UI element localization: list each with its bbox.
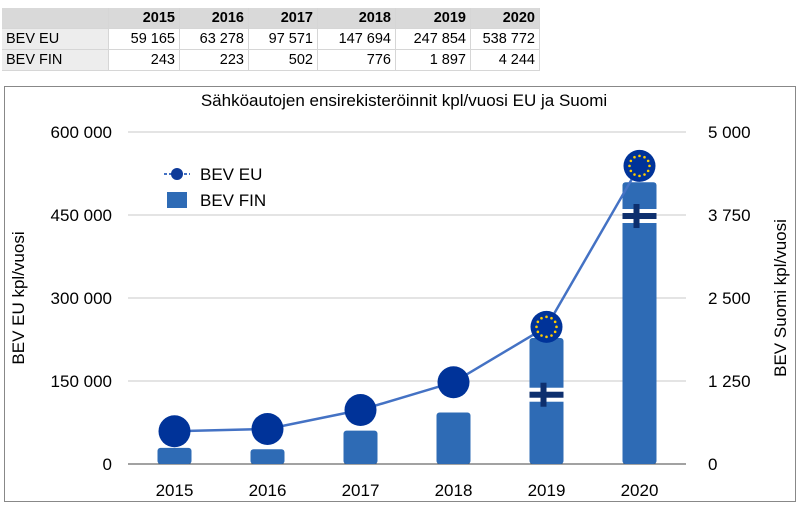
table-row-label: BEV FIN [2, 49, 109, 71]
data-point [530, 310, 563, 343]
table-row: BEV EU 59 165 63 278 97 571 147 694 247 … [2, 28, 540, 50]
eu-star-icon [550, 334, 553, 337]
table-cell: 502 [248, 49, 318, 71]
eu-star-icon [633, 173, 636, 176]
right-tick-label: 1 250 [708, 372, 751, 391]
left-axis-label: BEV EU kpl/vuosi [9, 231, 28, 364]
eu-star-icon [629, 159, 633, 163]
eu-star-icon [540, 334, 543, 337]
eu-star-icon [629, 169, 633, 173]
left-tick-label: 150 000 [51, 372, 112, 391]
x-tick-label: 2015 [156, 481, 194, 500]
right-tick-label: 3 750 [708, 206, 751, 225]
eu-star-icon [638, 154, 641, 158]
table-cell: 243 [108, 49, 180, 71]
x-tick-label: 2019 [528, 481, 566, 500]
eu-star-icon [545, 335, 548, 339]
bar [343, 430, 378, 464]
table-header-cell: 2019 [395, 8, 471, 29]
right-tick-label: 0 [708, 455, 717, 474]
table-cell: 4 244 [470, 49, 540, 71]
table-header-cell: 2016 [179, 8, 249, 29]
eu-star-icon [638, 174, 641, 178]
eu-star-icon [553, 330, 557, 334]
data-point [158, 415, 191, 448]
eu-star-icon [553, 320, 557, 324]
table-cell: 776 [317, 49, 396, 71]
right-y-axis: 0 1 250 2 500 3 750 5 000 [708, 123, 751, 474]
table-cell: 247 854 [395, 28, 471, 50]
eu-star-icon [628, 164, 631, 168]
x-tick-label: 2016 [249, 481, 287, 500]
x-tick-label: 2018 [435, 481, 473, 500]
chart-title: Sähköautojen ensirekisteröinnit kpl/vuos… [201, 91, 607, 110]
line-series [158, 149, 656, 448]
table-header-cell: 2015 [108, 8, 180, 29]
table-row: BEV FIN 243 223 502 776 1 897 4 244 [2, 49, 540, 71]
eu-star-icon [536, 330, 540, 334]
table-header-row: 2015 2016 2017 2018 2019 2020 [2, 8, 540, 29]
legend-label-bev-fin: BEV FIN [200, 191, 266, 210]
x-tick-label: 2020 [621, 481, 659, 500]
table-header-cell [2, 8, 109, 29]
eu-star-icon [536, 320, 540, 324]
eu-star-icon [555, 325, 558, 329]
table-cell: 538 772 [470, 28, 540, 50]
bar [622, 182, 657, 464]
table-row-label: BEV EU [2, 28, 109, 50]
eu-star-icon [550, 316, 553, 320]
bar [157, 447, 192, 464]
data-point [437, 366, 470, 399]
left-tick-label: 0 [103, 455, 112, 474]
bar-series [157, 182, 657, 464]
table-header-cell: 2020 [470, 8, 540, 29]
table-cell: 59 165 [108, 28, 180, 50]
eu-star-icon [646, 169, 650, 173]
table-cell: 147 694 [317, 28, 396, 50]
eu-star-icon [545, 315, 548, 319]
eu-star-icon [648, 164, 651, 168]
left-y-axis: 0 150 000 300 000 450 000 600 000 [51, 123, 112, 474]
right-axis-label: BEV Suomi kpl/vuosi [771, 219, 790, 377]
data-point [344, 394, 377, 427]
eu-star-icon [643, 173, 646, 176]
legend-label-bev-eu: BEV EU [200, 165, 262, 184]
chart: Sähköautojen ensirekisteröinnit kpl/vuos… [4, 86, 796, 502]
table-header-cell: 2018 [317, 8, 396, 29]
data-point [251, 412, 284, 445]
right-tick-label: 5 000 [708, 123, 751, 142]
eu-star-icon [633, 155, 636, 159]
left-tick-label: 600 000 [51, 123, 112, 142]
table-cell: 63 278 [179, 28, 249, 50]
gridlines [128, 131, 686, 465]
bar [250, 449, 285, 464]
table-cell: 97 571 [248, 28, 318, 50]
table-cell: 1 897 [395, 49, 471, 71]
eu-star-icon [646, 159, 650, 163]
legend-marker-icon [171, 168, 183, 180]
data-table: 2015 2016 2017 2018 2019 2020 BEV EU 59 … [2, 8, 540, 71]
x-tick-label: 2017 [342, 481, 380, 500]
eu-star-icon [643, 155, 646, 159]
left-tick-label: 300 000 [51, 289, 112, 308]
data-point [623, 149, 656, 182]
flag-cross-vertical [633, 204, 640, 229]
right-tick-label: 2 500 [708, 289, 751, 308]
flag-cross-vertical [540, 382, 547, 407]
eu-star-icon [535, 325, 538, 329]
chart-frame [4, 86, 796, 502]
legend: BEV EU BEV FIN [164, 165, 266, 210]
legend-bar-swatch [167, 192, 187, 208]
table-header-cell: 2017 [248, 8, 318, 29]
x-axis: 2015 2016 2017 2018 2019 2020 [156, 481, 659, 500]
left-tick-label: 450 000 [51, 206, 112, 225]
bar [436, 412, 471, 464]
eu-star-icon [540, 316, 543, 320]
table-cell: 223 [179, 49, 249, 71]
